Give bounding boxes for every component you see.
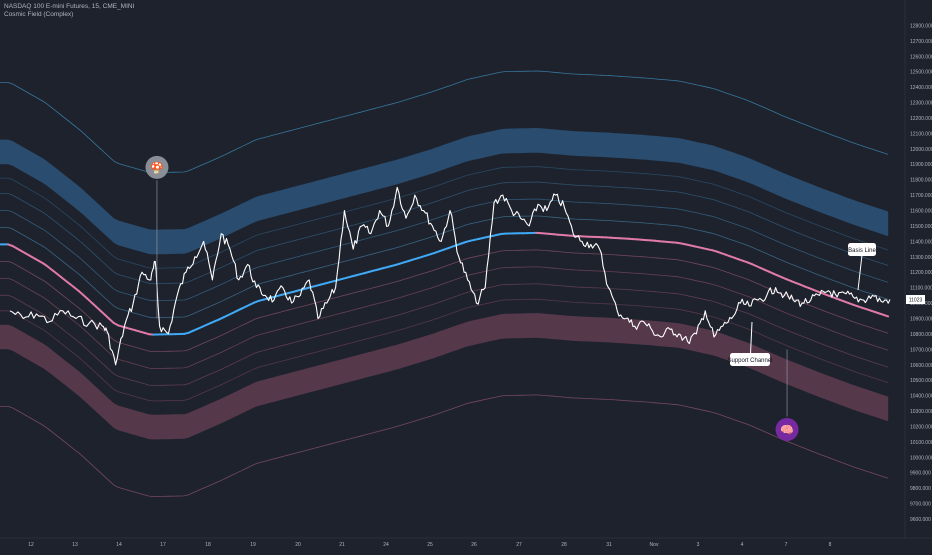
x-tick-label: 7	[785, 542, 788, 548]
x-tick-label: 17	[160, 542, 166, 548]
y-tick-label: 11100.000	[910, 286, 932, 292]
support-channel-callout-label: Support Channel	[727, 358, 772, 364]
y-tick-label: 10800.000	[910, 332, 932, 338]
x-tick-label: 19	[250, 542, 256, 548]
y-tick-label: 10300.000	[910, 409, 932, 415]
basis-line-segment	[884, 315, 888, 317]
x-tick-label: 13	[72, 542, 78, 548]
y-tick-label: 12700.000	[910, 39, 932, 45]
x-tick-label: 31	[606, 542, 612, 548]
x-axis-panel	[0, 538, 932, 550]
x-tick-label: 18	[205, 542, 211, 548]
y-tick-label: 9800.000	[910, 486, 931, 492]
y-tick-label: 9900.000	[910, 471, 931, 477]
y-tick-label: 11500.000	[910, 224, 932, 230]
last-price-label: 11023	[909, 298, 923, 304]
y-tick-label: 10200.000	[910, 424, 932, 430]
y-tick-label: 10600.000	[910, 363, 932, 369]
basis-line-callout-label: Basis Line	[848, 248, 876, 254]
mushroom-icon: 🍄	[150, 161, 164, 174]
x-tick-label: 4	[741, 542, 744, 548]
y-tick-label: 11400.000	[910, 239, 932, 245]
y-tick-label: 11200.000	[910, 270, 932, 276]
x-tick-label: Nov	[650, 542, 659, 548]
x-tick-label: 20	[295, 542, 301, 548]
y-tick-label: 10700.000	[910, 347, 932, 353]
y-tick-label: 9700.000	[910, 502, 931, 508]
y-tick-label: 12600.000	[910, 54, 932, 60]
y-tick-label: 12500.000	[910, 70, 932, 76]
x-tick-label: 8	[829, 542, 832, 548]
x-tick-label: 3	[697, 542, 700, 548]
y-tick-label: 12300.000	[910, 101, 932, 107]
y-tick-label: 12100.000	[910, 131, 932, 137]
x-tick-label: 26	[471, 542, 477, 548]
x-tick-label: 24	[383, 542, 389, 548]
x-tick-label: 14	[116, 542, 122, 548]
brain-icon: 🧠	[780, 424, 794, 437]
x-tick-label: 21	[339, 542, 345, 548]
x-tick-label: 27	[516, 542, 522, 548]
y-tick-label: 11900.000	[910, 162, 932, 168]
y-tick-label: 10000.000	[910, 455, 932, 461]
y-tick-label: 12800.000	[910, 23, 932, 29]
indicator-title[interactable]: Cosmic Field (Complex)	[4, 11, 73, 18]
y-tick-label: 10100.000	[910, 440, 932, 446]
y-tick-label: 11600.000	[910, 209, 932, 215]
x-tick-label: 12	[28, 542, 34, 548]
y-tick-label: 12200.000	[910, 116, 932, 122]
symbol-title[interactable]: NASDAQ 100 E-mini Futures, 15, CME_MINI	[4, 3, 134, 10]
y-tick-label: 9600.000	[910, 517, 931, 523]
y-tick-label: 11700.000	[910, 193, 932, 199]
y-tick-label: 12000.000	[910, 147, 932, 153]
x-tick-label: 28	[561, 542, 567, 548]
y-tick-label: 10400.000	[910, 394, 932, 400]
y-tick-label: 11300.000	[910, 255, 932, 261]
y-tick-label: 10500.000	[910, 378, 932, 384]
y-tick-label: 10900.000	[910, 316, 932, 322]
y-tick-label: 12400.000	[910, 85, 932, 91]
y-tick-label: 11800.000	[910, 178, 932, 184]
x-tick-label: 25	[427, 542, 433, 548]
